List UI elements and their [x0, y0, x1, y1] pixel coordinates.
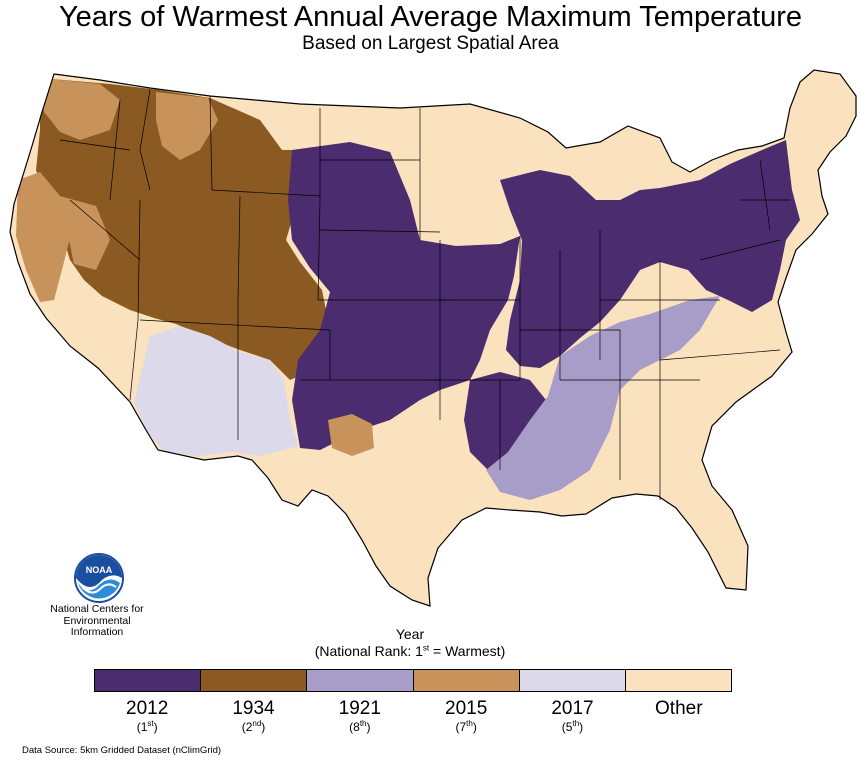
- legend-year: 2017: [551, 698, 594, 719]
- svg-text:NOAA: NOAA: [86, 565, 113, 575]
- region-2017-southwest: [134, 326, 298, 456]
- legend-year: 2012: [126, 698, 169, 719]
- region-1934-west: [36, 78, 330, 380]
- map-subtitle: Based on Largest Spatial Area: [302, 33, 559, 54]
- region-2012-plains: [288, 142, 520, 450]
- map-title: Years of Warmest Annual Average Maximum …: [58, 1, 803, 33]
- state-boundaries: [59, 89, 790, 500]
- legend-item-2017: 2017 (5th): [519, 698, 625, 734]
- legend-heading-year: Year: [395, 626, 425, 642]
- legend-year: 2015: [445, 698, 488, 719]
- legend-rank: (8th): [349, 719, 371, 735]
- region-1921-southeast: [486, 296, 720, 500]
- legend-swatch-1934: [200, 670, 307, 691]
- legend-heading: Year (National Rank: 1st = Warmest): [180, 626, 640, 660]
- legend-year: 1934: [232, 698, 275, 719]
- legend-swatch-2012: [95, 670, 201, 691]
- region-2015-ca-nv: [60, 196, 110, 270]
- agency-line-2: Environmental: [63, 614, 131, 627]
- region-2012-midwest: [500, 140, 800, 368]
- region-2015-northwest: [16, 172, 72, 302]
- legend-heading-rank: (National Rank: 1st = Warmest): [314, 643, 506, 659]
- region-2015-texas: [328, 414, 374, 456]
- legend-labels: 2012 (1st) 1934 (2nd) 1921 (8th) 2015 (7…: [94, 698, 732, 734]
- region-2012-south: [464, 372, 546, 470]
- legend-item-2012: 2012 (1st): [94, 698, 200, 734]
- agency-name: National Centers for Environmental Infor…: [32, 603, 162, 639]
- legend-rank: (1st): [136, 719, 158, 735]
- legend-swatch-2015: [412, 670, 519, 691]
- legend-item-1921: 1921 (8th): [307, 698, 413, 734]
- agency-line-1: National Centers for: [50, 603, 144, 615]
- legend-item-other: Other: [626, 698, 732, 734]
- legend-color-bar: [94, 669, 732, 692]
- legend-year: 1921: [338, 698, 381, 719]
- legend-swatch-other: [624, 670, 732, 691]
- agency-line-3: Information: [70, 626, 124, 638]
- region-2015-montana: [156, 92, 218, 160]
- legend-item-1934: 1934 (2nd): [200, 698, 306, 734]
- legend-swatch-2017: [518, 670, 625, 691]
- region-other-maine: [800, 70, 856, 152]
- data-source-note: Data Source: 5km Gridded Dataset (nClimG…: [22, 745, 222, 756]
- legend-rank: (5th): [561, 719, 584, 735]
- region-other-florida: [676, 470, 748, 590]
- region-2015-washington: [40, 78, 120, 140]
- us-temperature-map: [9, 69, 857, 607]
- legend-year: Other: [655, 698, 703, 719]
- legend-item-2015: 2015 (7th): [413, 698, 519, 734]
- legend-rank: (7th): [455, 719, 477, 735]
- noaa-logo: NOAA: [74, 553, 124, 603]
- legend-rank: (2nd): [241, 719, 266, 735]
- legend-swatch-1921: [306, 670, 413, 691]
